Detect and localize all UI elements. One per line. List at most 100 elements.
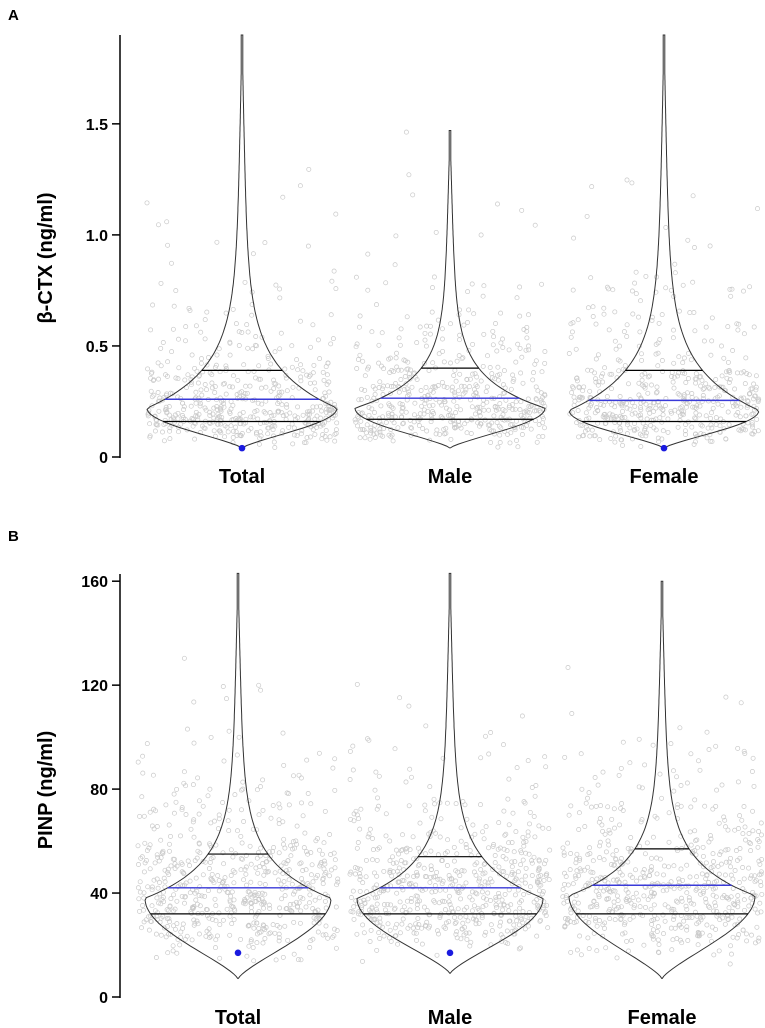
jitter-point bbox=[454, 929, 460, 935]
jitter-point bbox=[356, 415, 362, 421]
jitter-point bbox=[744, 938, 750, 944]
jitter-point bbox=[306, 166, 312, 172]
jitter-point bbox=[185, 372, 191, 378]
jitter-point bbox=[463, 842, 469, 847]
jitter-point bbox=[739, 817, 745, 823]
jitter-point bbox=[198, 387, 204, 393]
jitter-point bbox=[348, 869, 354, 875]
jitter-point bbox=[313, 875, 319, 881]
jitter-point bbox=[454, 403, 460, 409]
jitter-point bbox=[356, 909, 362, 915]
jitter-point bbox=[193, 389, 199, 395]
jitter-point bbox=[390, 869, 396, 875]
jitter-point bbox=[142, 860, 148, 866]
jitter-point bbox=[418, 886, 424, 892]
jitter-point bbox=[227, 340, 233, 346]
jitter-point bbox=[207, 842, 213, 848]
jitter-point bbox=[531, 899, 537, 905]
jitter-point bbox=[638, 298, 643, 304]
jitter-point bbox=[592, 433, 598, 439]
jitter-point bbox=[175, 376, 181, 382]
jitter-point bbox=[522, 880, 528, 886]
jitter-point bbox=[627, 760, 633, 766]
jitter-point bbox=[404, 849, 410, 855]
violin-total bbox=[146, 34, 338, 449]
jitter-point bbox=[189, 937, 195, 943]
jitter-point bbox=[511, 849, 517, 855]
jitter-point bbox=[707, 438, 713, 444]
jitter-point bbox=[544, 871, 550, 877]
jitter-point bbox=[448, 360, 453, 366]
jitter-point bbox=[202, 893, 208, 899]
jitter-point bbox=[260, 777, 266, 783]
jitter-point bbox=[383, 280, 389, 286]
jitter-point bbox=[206, 931, 212, 937]
jitter-point bbox=[430, 285, 435, 291]
jitter-point bbox=[278, 863, 284, 869]
jitter-point bbox=[214, 404, 220, 410]
jitter-point bbox=[684, 890, 690, 896]
jitter-point bbox=[182, 894, 188, 900]
jitter-point bbox=[639, 357, 645, 363]
jitter-point bbox=[415, 899, 421, 905]
jitter-point bbox=[467, 894, 473, 900]
jitter-point bbox=[689, 914, 695, 920]
jitter-point bbox=[398, 367, 404, 373]
jitter-point bbox=[706, 747, 712, 752]
jitter-point bbox=[574, 375, 580, 381]
jitter-point bbox=[320, 881, 326, 887]
jitter-point bbox=[290, 441, 296, 447]
jitter-point bbox=[453, 410, 459, 416]
jitter-point bbox=[705, 903, 711, 909]
jitter-point bbox=[305, 851, 311, 857]
jitter-point bbox=[577, 394, 583, 400]
jitter-point bbox=[436, 931, 441, 937]
jitter-point bbox=[464, 430, 470, 436]
jitter-point bbox=[141, 869, 147, 875]
jitter-point bbox=[389, 432, 395, 438]
jitter-point bbox=[717, 384, 723, 390]
jitter-point bbox=[396, 851, 402, 857]
jitter-point bbox=[515, 869, 521, 875]
jitter-point bbox=[686, 897, 692, 903]
jitter-point bbox=[711, 859, 716, 865]
jitter-point bbox=[614, 893, 620, 899]
jitter-point bbox=[664, 887, 670, 893]
jitter-point bbox=[636, 392, 642, 398]
jitter-point bbox=[659, 312, 665, 318]
jitter-point bbox=[485, 890, 491, 896]
jitter-point bbox=[565, 920, 571, 926]
jitter-point bbox=[209, 871, 215, 877]
jitter-point bbox=[655, 399, 661, 404]
jitter-point bbox=[755, 910, 761, 916]
jitter-point bbox=[597, 437, 603, 443]
jitter-point bbox=[510, 379, 516, 384]
jitter-point bbox=[465, 918, 471, 924]
jitter-point bbox=[361, 897, 367, 903]
jitter-point bbox=[419, 403, 425, 409]
jitter-point bbox=[369, 904, 375, 910]
jitter-point bbox=[386, 401, 392, 407]
jitter-point bbox=[753, 384, 759, 390]
jitter-point bbox=[693, 887, 699, 893]
jitter-point bbox=[732, 868, 738, 873]
jitter-point bbox=[366, 364, 371, 370]
jitter-point bbox=[523, 347, 529, 353]
jitter-point bbox=[284, 388, 290, 394]
jitter-point bbox=[167, 425, 173, 431]
jitter-point bbox=[252, 914, 258, 920]
jitter-point bbox=[254, 787, 260, 793]
jitter-point bbox=[146, 914, 151, 920]
jitter-point bbox=[594, 901, 600, 907]
jitter-point bbox=[149, 884, 155, 890]
jitter-point bbox=[221, 758, 227, 764]
jitter-point bbox=[562, 754, 568, 760]
jitter-point bbox=[692, 376, 698, 382]
jitter-point bbox=[589, 184, 595, 190]
jitter-point bbox=[173, 288, 179, 294]
jitter-point bbox=[628, 938, 634, 943]
jitter-point bbox=[749, 769, 755, 774]
jitter-point bbox=[535, 902, 540, 908]
jitter-point bbox=[246, 922, 252, 928]
